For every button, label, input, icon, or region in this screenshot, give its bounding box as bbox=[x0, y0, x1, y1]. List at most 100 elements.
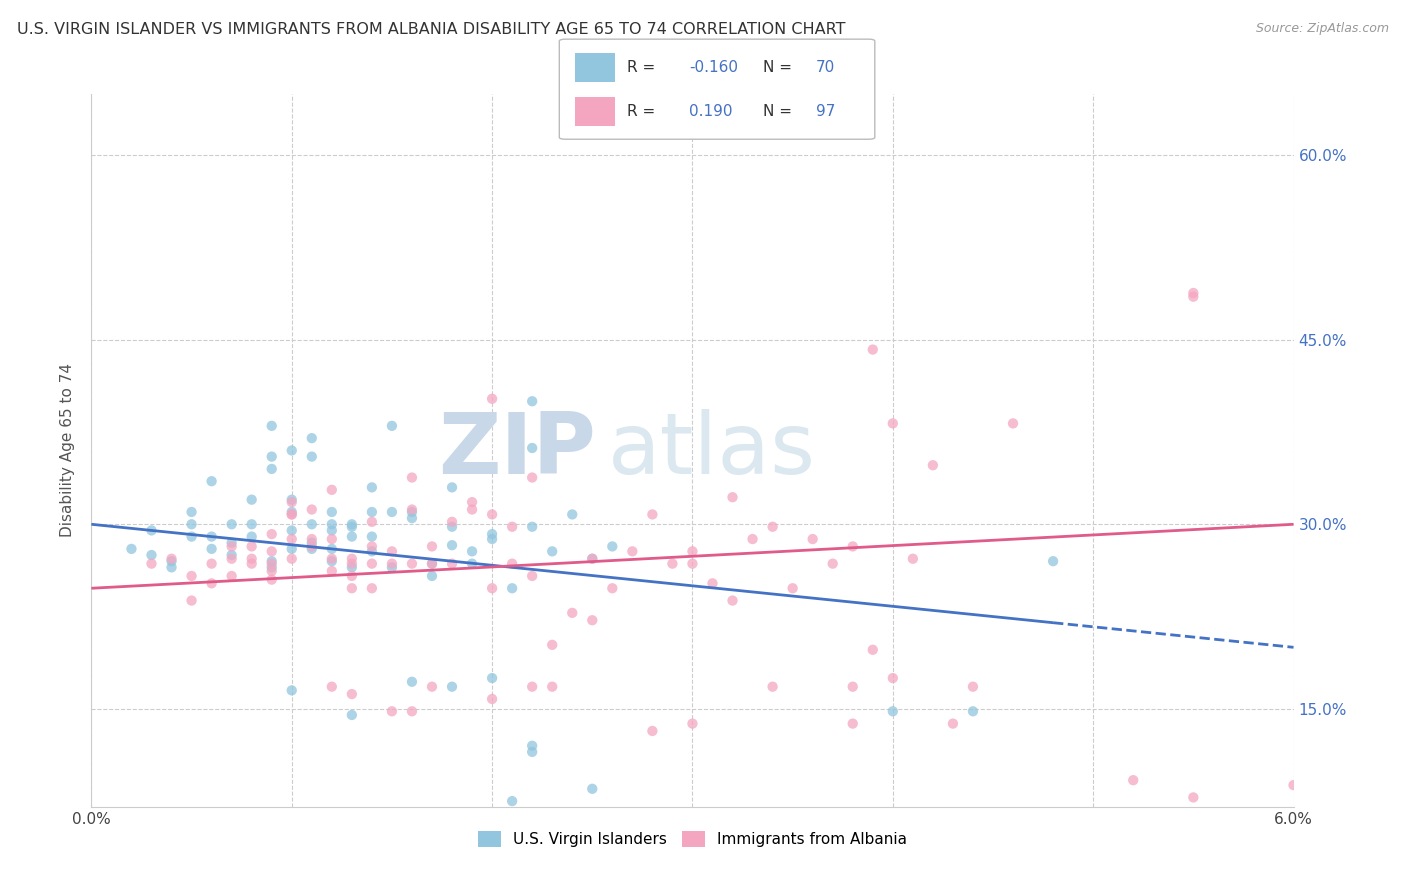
Point bbox=[321, 505, 343, 519]
Point bbox=[1182, 790, 1205, 805]
Point bbox=[141, 524, 163, 538]
Point bbox=[260, 560, 283, 574]
Point bbox=[281, 532, 304, 546]
Point bbox=[360, 515, 382, 529]
Text: Source: ZipAtlas.com: Source: ZipAtlas.com bbox=[1256, 22, 1389, 36]
Point bbox=[381, 560, 404, 574]
Point bbox=[721, 593, 744, 607]
Point bbox=[260, 527, 283, 541]
Point bbox=[260, 573, 283, 587]
Point bbox=[581, 551, 603, 566]
Point bbox=[541, 680, 564, 694]
Point bbox=[340, 557, 363, 571]
Point bbox=[301, 532, 323, 546]
Legend: U.S. Virgin Islanders, Immigrants from Albania: U.S. Virgin Islanders, Immigrants from A… bbox=[471, 825, 914, 853]
Point bbox=[440, 520, 463, 534]
Point bbox=[240, 540, 263, 554]
Point bbox=[762, 680, 785, 694]
Point bbox=[681, 716, 703, 731]
Point bbox=[141, 557, 163, 571]
Point bbox=[541, 638, 564, 652]
Point bbox=[882, 671, 904, 685]
Point bbox=[360, 540, 382, 554]
Point bbox=[481, 508, 503, 522]
Point bbox=[260, 418, 283, 433]
Point bbox=[321, 483, 343, 497]
Point bbox=[1182, 285, 1205, 300]
Point bbox=[340, 520, 363, 534]
Point bbox=[741, 532, 763, 546]
Point bbox=[201, 530, 224, 544]
Point bbox=[520, 470, 543, 484]
Point bbox=[661, 557, 683, 571]
Text: N =: N = bbox=[763, 104, 793, 120]
Point bbox=[1042, 554, 1064, 568]
Point bbox=[721, 490, 744, 504]
Point bbox=[602, 581, 624, 595]
Point bbox=[240, 551, 263, 566]
Point bbox=[681, 544, 703, 558]
Point bbox=[260, 557, 283, 571]
Point bbox=[420, 569, 443, 583]
Point bbox=[641, 508, 664, 522]
Text: U.S. VIRGIN ISLANDER VS IMMIGRANTS FROM ALBANIA DISABILITY AGE 65 TO 74 CORRELAT: U.S. VIRGIN ISLANDER VS IMMIGRANTS FROM … bbox=[17, 22, 845, 37]
Point bbox=[862, 343, 884, 357]
Point bbox=[481, 692, 503, 706]
Point bbox=[240, 517, 263, 532]
Point bbox=[481, 527, 503, 541]
Point bbox=[360, 505, 382, 519]
Point bbox=[221, 517, 243, 532]
Point bbox=[301, 535, 323, 549]
Point bbox=[381, 418, 404, 433]
Point bbox=[420, 680, 443, 694]
Point bbox=[641, 723, 664, 738]
Point bbox=[821, 557, 844, 571]
Point bbox=[481, 671, 503, 685]
Text: 97: 97 bbox=[815, 104, 835, 120]
Point bbox=[841, 540, 863, 554]
Point bbox=[420, 557, 443, 571]
Point bbox=[440, 480, 463, 494]
Point bbox=[962, 704, 984, 718]
Point bbox=[520, 441, 543, 455]
Point bbox=[401, 505, 423, 519]
Point bbox=[461, 502, 484, 516]
Point bbox=[381, 505, 404, 519]
Point bbox=[160, 554, 183, 568]
Point bbox=[520, 739, 543, 753]
Text: R =: R = bbox=[627, 104, 655, 120]
Point bbox=[381, 704, 404, 718]
Point bbox=[340, 687, 363, 701]
Point bbox=[180, 517, 202, 532]
Point bbox=[520, 394, 543, 409]
Point bbox=[281, 551, 304, 566]
Point bbox=[621, 544, 644, 558]
Text: -0.160: -0.160 bbox=[689, 60, 738, 75]
Point bbox=[340, 517, 363, 532]
Point bbox=[281, 541, 304, 556]
Point bbox=[841, 680, 863, 694]
Point bbox=[141, 548, 163, 562]
Point bbox=[762, 520, 785, 534]
Point bbox=[501, 520, 523, 534]
Point bbox=[360, 544, 382, 558]
Point bbox=[321, 524, 343, 538]
Point bbox=[862, 642, 884, 657]
Point bbox=[201, 557, 224, 571]
Point bbox=[340, 569, 363, 583]
Point bbox=[581, 613, 603, 627]
Point bbox=[602, 540, 624, 554]
Point bbox=[1001, 417, 1024, 431]
Point bbox=[240, 530, 263, 544]
Point bbox=[281, 508, 304, 522]
Point bbox=[561, 606, 583, 620]
Point bbox=[401, 470, 423, 484]
Text: 0.190: 0.190 bbox=[689, 104, 733, 120]
Point bbox=[340, 560, 363, 574]
Point bbox=[501, 581, 523, 595]
Point bbox=[481, 392, 503, 406]
Point bbox=[301, 517, 323, 532]
Point bbox=[1122, 773, 1144, 788]
Point bbox=[461, 557, 484, 571]
Point bbox=[321, 541, 343, 556]
